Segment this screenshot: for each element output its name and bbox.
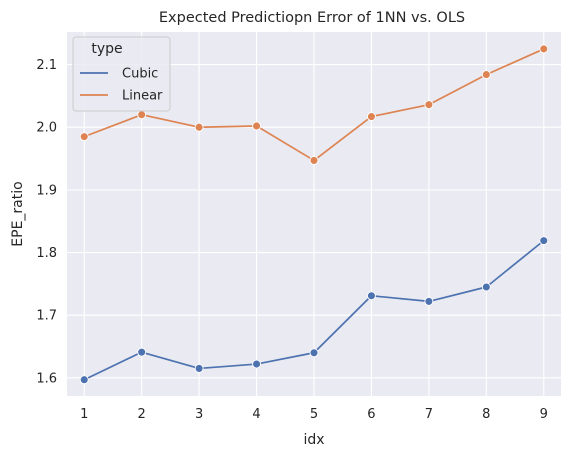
y-tick-label: 2.1 xyxy=(36,58,57,73)
data-point-cubic xyxy=(309,348,319,358)
data-point-linear xyxy=(79,132,89,142)
legend-label-linear: Linear xyxy=(122,89,163,104)
chart-title: Expected Predictiopn Error of 1NN vs. OL… xyxy=(159,10,465,26)
y-tick-label: 1.6 xyxy=(36,371,57,386)
x-tick-label: 6 xyxy=(367,407,375,422)
x-tick-labels: 1 2 3 4 5 6 7 8 9 xyxy=(80,407,548,422)
legend-label-cubic: Cubic xyxy=(122,67,158,82)
x-tick-label: 2 xyxy=(138,407,146,422)
y-tick-label: 1.8 xyxy=(36,246,57,261)
data-point-cubic xyxy=(194,363,204,373)
y-tick-labels: 1.6 1.7 1.8 1.9 2.0 2.1 xyxy=(36,58,57,386)
data-point-cubic xyxy=(424,296,434,306)
x-tick-label: 3 xyxy=(195,407,203,422)
data-point-linear xyxy=(194,122,204,132)
data-point-linear xyxy=(424,100,434,110)
x-tick-label: 5 xyxy=(310,407,318,422)
grid-lines xyxy=(67,32,561,396)
x-tick-label: 9 xyxy=(540,407,548,422)
data-point-linear xyxy=(309,155,319,165)
data-point-linear xyxy=(366,112,376,122)
y-tick-label: 1.9 xyxy=(36,183,57,198)
y-tick-label: 2.0 xyxy=(36,121,57,136)
data-point-linear xyxy=(252,121,262,131)
x-tick-label: 1 xyxy=(80,407,88,422)
x-tick-label: 8 xyxy=(482,407,490,422)
series-layer xyxy=(79,44,549,385)
legend-box xyxy=(72,36,171,112)
data-point-cubic xyxy=(137,347,147,357)
y-tick-label: 1.7 xyxy=(36,309,57,324)
data-point-linear xyxy=(539,44,549,54)
legend: type Cubic Linear xyxy=(72,36,171,112)
data-point-linear xyxy=(481,70,491,80)
data-point-cubic xyxy=(366,291,376,301)
data-point-cubic xyxy=(481,282,491,292)
data-point-cubic xyxy=(252,359,262,369)
data-point-linear xyxy=(137,110,147,120)
legend-title: type xyxy=(91,41,122,57)
x-axis-label: idx xyxy=(303,432,324,448)
y-axis-label: EPE_ratio xyxy=(10,181,26,246)
data-point-cubic xyxy=(539,236,549,246)
x-tick-label: 4 xyxy=(252,407,260,422)
data-point-cubic xyxy=(79,375,89,385)
x-tick-label: 7 xyxy=(425,407,433,422)
